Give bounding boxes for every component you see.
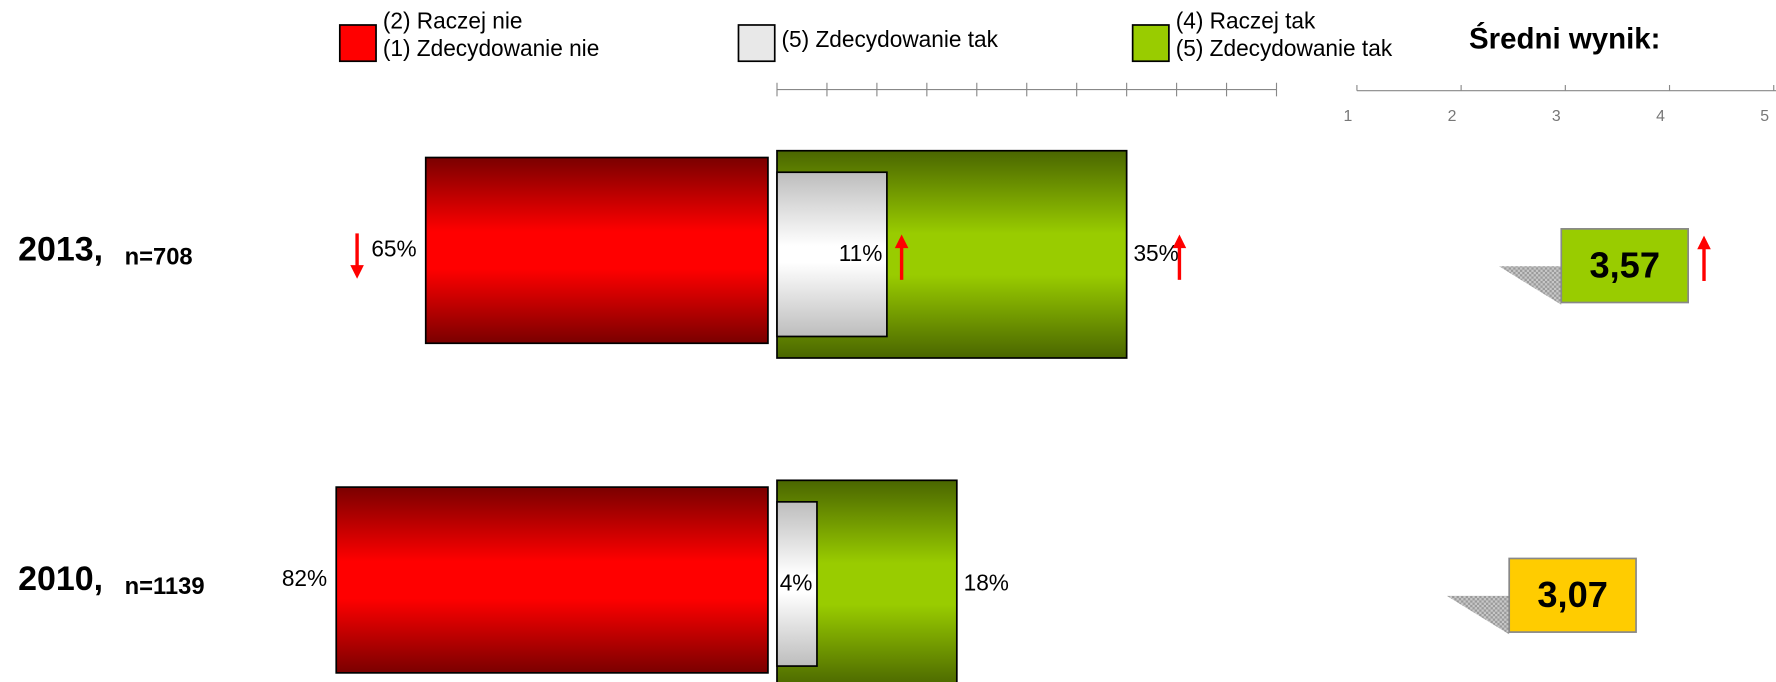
strong-positive-bar	[776, 171, 888, 338]
mean-tick-label: 4	[1656, 108, 1665, 125]
trend-arrow	[1697, 235, 1711, 281]
legend-swatch	[1131, 24, 1170, 63]
negative-bar	[335, 486, 769, 674]
value-label: 11%	[839, 240, 883, 266]
mean-box	[1508, 557, 1637, 633]
legend-label: (4) Raczej tak	[1176, 8, 1316, 34]
row-year: 2010,	[18, 560, 103, 598]
trend-arrow	[894, 234, 909, 280]
row-n: n=708	[125, 244, 193, 271]
mean-tick-label: 1	[1343, 108, 1352, 125]
row-n: n=1139	[125, 573, 205, 600]
mean-tick-label: 5	[1760, 108, 1769, 125]
legend-swatch	[737, 24, 776, 63]
mean-tick-label: 3	[1552, 108, 1561, 125]
trend-arrow-head	[1697, 235, 1711, 250]
negative-bar	[424, 156, 769, 345]
mean-label: 3,57	[1589, 245, 1660, 286]
legend-label: (5) Zdecydowanie tak	[1176, 35, 1393, 61]
trend-arrow-head	[1172, 234, 1187, 249]
value-label: 4%	[780, 570, 813, 596]
legend-label: (2) Raczej nie	[383, 8, 523, 34]
trend-arrow	[1172, 234, 1187, 280]
chart-title: Średni wynik:	[1469, 22, 1660, 56]
value-label: 65%	[371, 235, 416, 261]
value-label: 82%	[282, 565, 327, 591]
mean-shadow	[1498, 266, 1562, 305]
trend-arrow-head	[350, 265, 364, 279]
trend-arrow	[350, 233, 364, 279]
mean-label: 3,07	[1537, 574, 1608, 615]
row-year: 2013,	[18, 230, 103, 268]
legend-label: (5) Zdecydowanie tak	[782, 26, 999, 52]
trend-arrow-head	[894, 234, 909, 249]
legend-swatch	[338, 24, 377, 63]
value-label: 35%	[1133, 240, 1178, 266]
strong-positive-bar	[776, 500, 818, 667]
value-label: 18%	[964, 570, 1009, 596]
mean-tick-label: 2	[1448, 108, 1457, 125]
mean-box	[1560, 228, 1690, 304]
mean-shadow	[1446, 595, 1510, 635]
legend-label: (1) Zdecydowanie nie	[383, 35, 599, 61]
